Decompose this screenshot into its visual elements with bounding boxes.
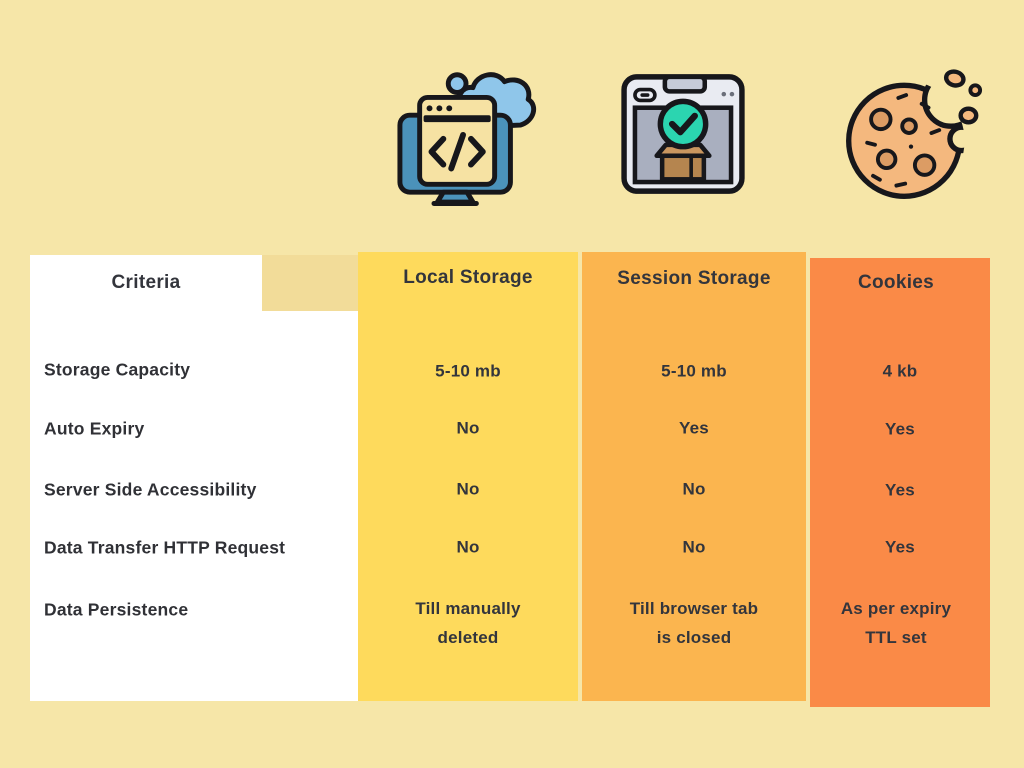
window-dot-icon — [446, 105, 453, 112]
cookies-icon — [838, 60, 984, 208]
column-local-storage — [358, 252, 578, 701]
pill-dash-icon — [640, 93, 650, 97]
check-circle-icon — [657, 98, 709, 150]
monitor-stand-icon — [434, 189, 476, 205]
browser-checkmark-package-icon — [621, 74, 745, 194]
cell-auto-expiry-cookies: Yes — [885, 419, 915, 439]
dot-icon — [729, 91, 735, 97]
column-header-local-storage: Local Storage — [403, 267, 533, 288]
cell-auto-expiry-local: No — [456, 418, 480, 438]
column-header-session-storage: Session Storage — [617, 268, 771, 289]
code-tag-icon — [428, 131, 486, 172]
crumb-icon — [943, 69, 966, 88]
dot-icon — [721, 91, 727, 97]
criteria-tab-notch — [262, 255, 358, 311]
checkmark-icon — [668, 112, 698, 136]
row-label-data-transfer-http-request: Data Transfer HTTP Request — [44, 537, 286, 558]
bitten-cookie-icon — [846, 69, 983, 199]
session-storage-icon — [615, 64, 751, 204]
cookie-specks-icon — [865, 93, 942, 188]
column-header-cookies: Cookies — [857, 272, 935, 293]
criteria-tab: Criteria — [30, 255, 262, 311]
row-label-server-side-accessibility: Server Side Accessibility — [44, 479, 257, 500]
row-label-data-persistence: Data Persistence — [44, 599, 189, 620]
cell-server-side-accessibility-local: No — [456, 479, 480, 499]
package-box-icon — [659, 153, 707, 182]
cell-storage-capacity-session: 5-10 mb — [661, 361, 727, 381]
cell-data-persistence-local: Till manually deleted — [415, 599, 521, 647]
cell-data-transfer-cookies: Yes — [885, 537, 915, 557]
crumb-icon — [958, 106, 979, 125]
cloud-puff-icon — [445, 72, 469, 95]
cell-storage-capacity-cookies: 4 kb — [882, 361, 918, 381]
window-bar-icon — [423, 115, 491, 123]
cell-storage-capacity-local: 5-10 mb — [435, 361, 501, 381]
window-dot-icon — [436, 105, 443, 112]
cell-server-side-accessibility-session: No — [682, 479, 706, 499]
column-cookies — [810, 258, 990, 707]
window-dot-icon — [426, 105, 433, 112]
column-session-storage — [582, 252, 806, 701]
cookie-speck-dot-icon — [908, 144, 914, 149]
monitor-base-icon — [431, 201, 479, 206]
row-label-auto-expiry: Auto Expiry — [44, 418, 145, 439]
cell-auto-expiry-session: Yes — [679, 418, 709, 438]
cell-data-persistence-session: Till browser tab is closed — [629, 599, 759, 647]
cell-data-persistence-cookies: As per expiry TTL set — [840, 599, 952, 647]
criteria-panel — [30, 311, 358, 701]
cell-data-transfer-session: No — [682, 537, 706, 557]
cell-server-side-accessibility-cookies: Yes — [885, 480, 915, 500]
crumb-icon — [968, 83, 983, 98]
cell-data-transfer-local: No — [456, 537, 480, 557]
code-window-cloud-icon — [397, 72, 537, 206]
local-storage-icon — [394, 56, 542, 206]
browser-slot-icon — [662, 74, 708, 94]
chocolate-chips-icon — [869, 107, 937, 177]
row-label-storage-capacity: Storage Capacity — [44, 359, 191, 380]
criteria-header: Criteria — [111, 272, 181, 293]
